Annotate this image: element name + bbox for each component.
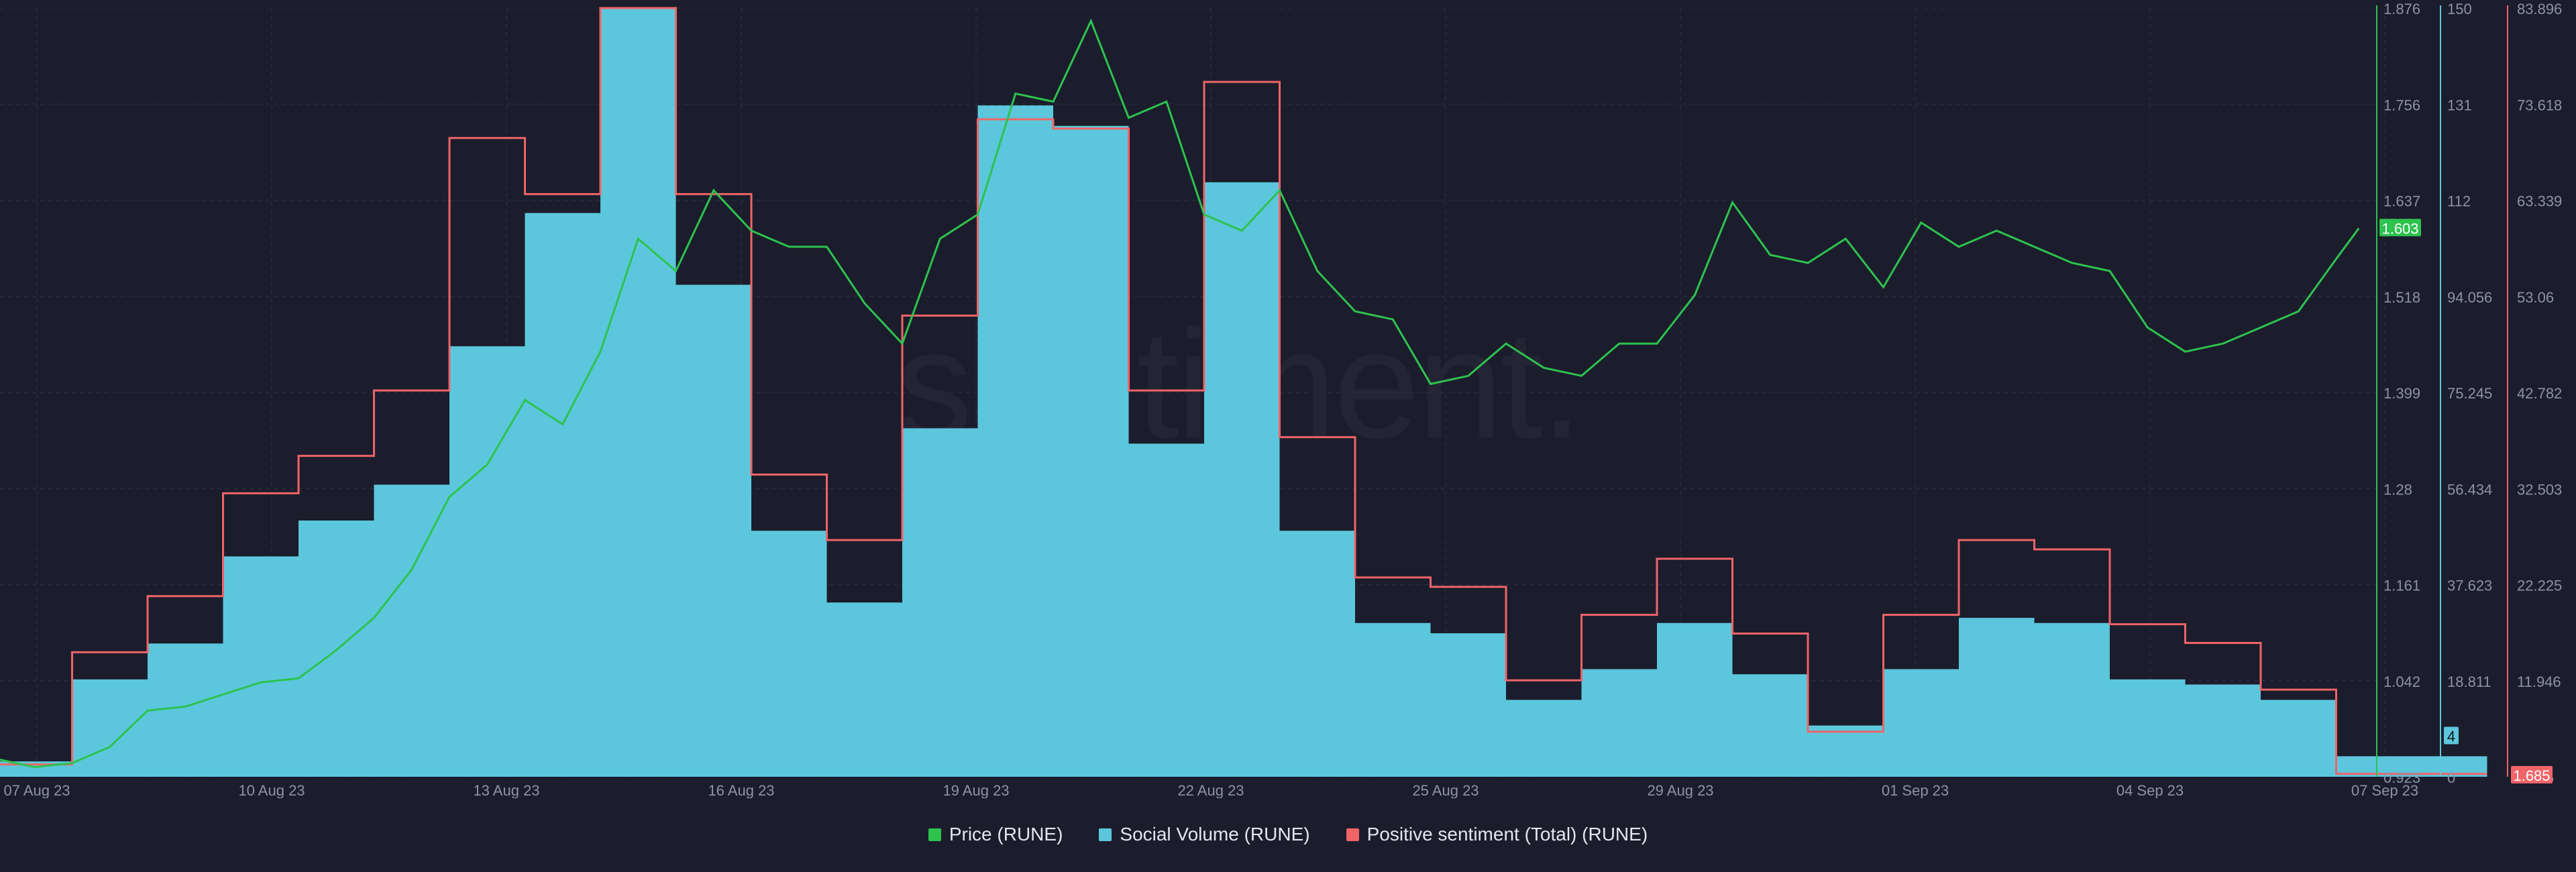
axis-tick-price: 1.399 bbox=[2383, 385, 2420, 402]
axis-tick-price: 0.923 bbox=[2383, 769, 2420, 786]
axis-tick-sentiment: 22.225 bbox=[2517, 578, 2562, 594]
axis-tick-social_volume: 18.811 bbox=[2447, 673, 2491, 690]
legend-label-price: Price (RUNE) bbox=[949, 824, 1063, 844]
legend-item-sentiment[interactable]: Positive sentiment (Total) (RUNE) bbox=[1346, 824, 1648, 845]
social-volume-bar bbox=[525, 213, 600, 777]
axis-tick-social_volume: 94.056 bbox=[2447, 289, 2492, 306]
legend-label-sentiment: Positive sentiment (Total) (RUNE) bbox=[1366, 824, 1648, 844]
social-volume-bars bbox=[0, 8, 2487, 777]
price-swatch-icon bbox=[928, 828, 941, 841]
axis-tick-price: 1.042 bbox=[2383, 673, 2420, 690]
social-volume-bar bbox=[902, 428, 978, 777]
current-value-tag-social_volume bbox=[2444, 726, 2459, 745]
axis-tick-social_volume: 56.434 bbox=[2447, 481, 2492, 498]
social-volume-swatch-icon bbox=[1099, 828, 1112, 841]
axis-tick-sentiment: 73.618 bbox=[2517, 97, 2562, 113]
axis-tick-social_volume: 0 bbox=[2447, 769, 2455, 786]
legend-item-social-volume[interactable]: Social Volume (RUNE) bbox=[1099, 824, 1310, 845]
axis-tick-sentiment: 83.896 bbox=[2517, 1, 2562, 17]
social-volume-bar bbox=[977, 105, 1053, 777]
social-volume-bar bbox=[1959, 618, 2035, 777]
x-axis-tick: 22 Aug 23 bbox=[1177, 782, 1244, 798]
axis-tick-social_volume: 37.623 bbox=[2447, 578, 2492, 594]
axis-tick-price: 1.518 bbox=[2383, 289, 2420, 306]
social-volume-bar bbox=[2185, 684, 2261, 777]
social-volume-bar bbox=[751, 531, 827, 777]
x-axis-tick: 01 Sep 23 bbox=[1882, 782, 1949, 798]
social-volume-bar bbox=[374, 484, 449, 777]
x-axis-tick: 19 Aug 23 bbox=[943, 782, 1009, 798]
positive-sentiment-line bbox=[0, 7, 2487, 775]
current-value-tag-price bbox=[2379, 219, 2421, 237]
social-volume-bar bbox=[1506, 700, 1582, 777]
axis-tick-sentiment: 11.946 bbox=[2517, 673, 2561, 690]
chart: 1.876 1.756 1.637 1.518 1.399 1.28 1.161 1.042 0… bbox=[0, 1, 2562, 798]
social-volume-bar bbox=[1355, 622, 1431, 777]
axis-tick-social_volume: 112 bbox=[2447, 193, 2471, 210]
current-value-tag-sentiment bbox=[2511, 766, 2553, 783]
axis-tick-price: 1.876 bbox=[2383, 1, 2420, 17]
social-volume-bar bbox=[2261, 700, 2337, 777]
social-volume-bar bbox=[600, 8, 676, 777]
axis-tick-sentiment: 42.782 bbox=[2517, 385, 2562, 402]
x-axis-tick: 25 Aug 23 bbox=[1412, 782, 1479, 798]
axes: 1.876 1.756 1.637 1.518 1.399 1.28 1.161 1.042 0… bbox=[3, 1, 2562, 798]
x-axis-tick: 16 Aug 23 bbox=[708, 782, 774, 798]
social-volume-bar bbox=[676, 284, 751, 777]
x-axis-tick: 13 Aug 23 bbox=[473, 782, 539, 798]
axis-tick-sentiment: 53.06 bbox=[2517, 289, 2554, 306]
axis-tick-sentiment: 63.339 bbox=[2517, 193, 2562, 210]
social-volume-bar bbox=[1732, 674, 1808, 777]
x-axis-tick: 07 Aug 23 bbox=[3, 782, 70, 798]
social-volume-bar bbox=[72, 679, 148, 777]
x-axis-tick: 04 Sep 23 bbox=[2116, 782, 2184, 798]
legend: Price (RUNE) Social Volume (RUNE) Positi… bbox=[0, 824, 2576, 845]
legend-item-price[interactable]: Price (RUNE) bbox=[928, 824, 1063, 845]
social-volume-bar bbox=[2034, 622, 2110, 777]
current-value-label-sentiment: 1.685 bbox=[2513, 767, 2550, 784]
current-value-label-price: 1.603 bbox=[2381, 220, 2418, 237]
social-volume-bar bbox=[223, 556, 299, 777]
social-volume-bar bbox=[826, 602, 902, 777]
price-line bbox=[0, 18, 2360, 769]
social-volume-bar bbox=[299, 521, 374, 777]
social-volume-bar bbox=[1657, 622, 1733, 777]
social-volume-bar bbox=[1430, 633, 1506, 777]
x-axis-tick: 29 Aug 23 bbox=[1647, 782, 1713, 798]
social-volume-bar bbox=[1053, 125, 1129, 777]
social-volume-bar bbox=[449, 346, 525, 777]
legend-label-social-volume: Social Volume (RUNE) bbox=[1120, 824, 1310, 844]
axis-tick-social_volume: 131 bbox=[2447, 97, 2472, 113]
social-volume-bar bbox=[1279, 531, 1355, 777]
social-volume-bar bbox=[1581, 669, 1657, 777]
social-volume-bar bbox=[2110, 679, 2186, 777]
axis-tick-price: 1.756 bbox=[2383, 97, 2420, 113]
axis-tick-sentiment: 32.503 bbox=[2517, 481, 2562, 498]
axis-tick-social_volume: 150 bbox=[2447, 1, 2472, 17]
social-volume-bar bbox=[1883, 669, 1959, 777]
axis-tick-price: 1.28 bbox=[2383, 481, 2412, 498]
axis-tick-social_volume: 75.245 bbox=[2447, 385, 2492, 402]
social-volume-bar bbox=[1808, 725, 1884, 777]
x-axis-tick: 10 Aug 23 bbox=[238, 782, 305, 798]
axis-tick-price: 1.637 bbox=[2383, 193, 2420, 210]
x-axis-tick: 07 Sep 23 bbox=[2351, 782, 2418, 798]
social-volume-bar bbox=[1204, 182, 1280, 777]
axis-tick-price: 1.161 bbox=[2383, 578, 2420, 594]
current-value-label-social_volume: 4 bbox=[2447, 728, 2455, 745]
sentiment-swatch-icon bbox=[1346, 828, 1359, 841]
social-volume-bar bbox=[1128, 443, 1204, 777]
